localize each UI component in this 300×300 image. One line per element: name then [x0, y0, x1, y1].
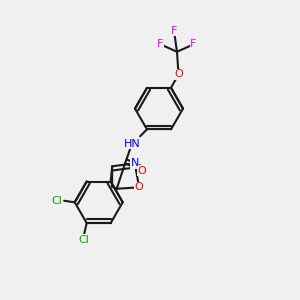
Text: O: O — [137, 166, 146, 176]
Text: O: O — [174, 69, 183, 79]
Text: Cl: Cl — [51, 196, 62, 206]
Text: HN: HN — [124, 139, 141, 149]
Text: F: F — [157, 39, 164, 49]
Text: Cl: Cl — [79, 235, 90, 244]
Text: F: F — [190, 39, 197, 49]
Text: N: N — [130, 158, 139, 168]
Text: O: O — [135, 182, 144, 192]
Text: F: F — [171, 26, 177, 36]
